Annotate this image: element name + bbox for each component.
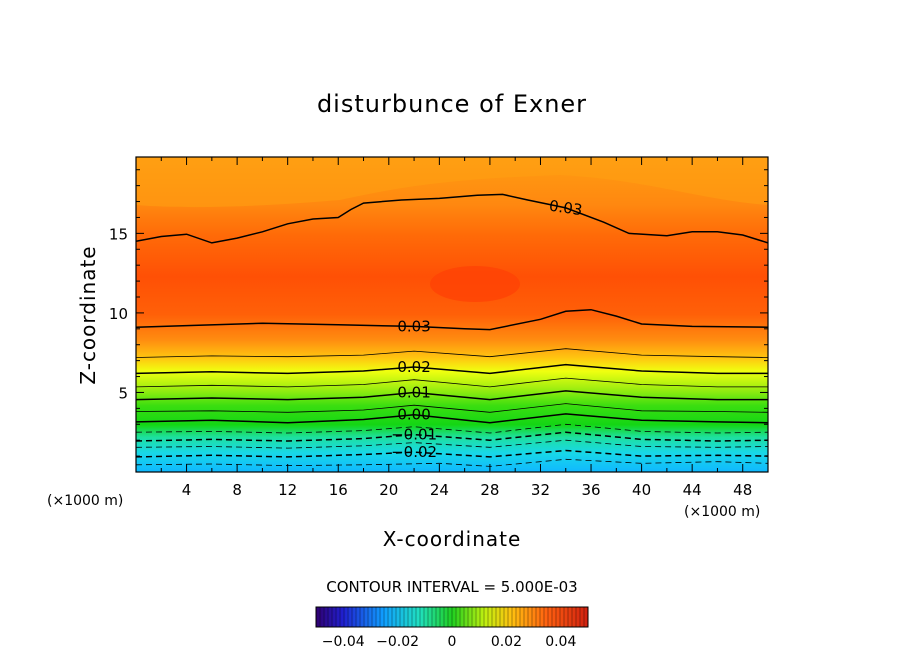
x-tick-label: 36 <box>581 481 600 499</box>
colorbar-ticks: −0.04 −0.02 0 0.02 0.04 <box>322 634 577 650</box>
contour-label: 0.01 <box>397 383 430 401</box>
contour-label: −0.02 <box>391 443 437 461</box>
contour-line <box>136 363 768 375</box>
colorbar-tick-label: 0.04 <box>545 634 576 650</box>
contour-line <box>136 348 768 358</box>
upper-lighter-band <box>136 157 768 208</box>
contour-line <box>136 403 768 413</box>
contour-label: 0.03 <box>397 317 430 335</box>
x-tick-label: 20 <box>379 481 398 499</box>
plot-frame <box>135 156 769 473</box>
max-core-blob <box>430 266 520 302</box>
contour-line <box>136 308 768 331</box>
contour-line <box>136 449 768 458</box>
x-tick-label: 24 <box>430 481 449 499</box>
x-axis-label: X-coordinate <box>383 527 522 551</box>
colorbar-stripes <box>319 607 585 627</box>
x-tick-label: 12 <box>278 481 297 499</box>
x-tick-label: 48 <box>733 481 752 499</box>
contour-line <box>136 439 768 449</box>
y-axis: 5 10 15 <box>109 169 768 457</box>
colorbar-frame <box>315 606 589 628</box>
contour-line <box>136 193 768 244</box>
y-tick-label: 10 <box>109 305 128 323</box>
colorbar-tick-label: 0.02 <box>491 634 522 650</box>
chart-title: disturbunce of Exner <box>317 90 587 118</box>
contour-lines <box>136 193 768 467</box>
x-tick-label: 4 <box>182 481 192 499</box>
colorbar-tick-label: −0.04 <box>322 634 365 650</box>
contour-interval-text: CONTOUR INTERVAL = 5.000E-03 <box>326 578 577 596</box>
contour-line <box>136 431 768 442</box>
x-tick-label: 32 <box>531 481 550 499</box>
x-tick-label: 28 <box>480 481 499 499</box>
contour-label: 0.02 <box>397 358 430 376</box>
contour-line <box>136 458 768 467</box>
contour-line <box>136 377 768 388</box>
contour-line <box>136 390 768 401</box>
contour-label: 0.00 <box>397 406 430 424</box>
x-unit-left: (×1000 m) <box>47 493 123 509</box>
x-tick-label: 44 <box>683 481 702 499</box>
colorbar-tick-label: −0.02 <box>376 634 419 650</box>
y-tick-label: 15 <box>109 225 128 243</box>
y-axis-label: Z-coordinate <box>76 245 100 384</box>
x-unit-right: (×1000 m) <box>684 504 760 520</box>
contour-labels: −0.02−0.01 0.00 0.01 0.02 0.03 0.03 <box>391 197 583 461</box>
x-tick-label: 16 <box>329 481 348 499</box>
contour-label: −0.01 <box>391 426 437 444</box>
x-tick-label: 40 <box>632 481 651 499</box>
contour-line <box>136 413 768 424</box>
colorbar-tick-label: 0 <box>448 634 457 650</box>
contour-field <box>136 157 768 472</box>
y-tick-label: 5 <box>118 384 128 402</box>
field-fill <box>136 157 768 472</box>
x-tick-label: 8 <box>232 481 242 499</box>
contour-line <box>136 423 768 434</box>
contour-label: 0.03 <box>548 197 584 219</box>
colorbar: −0.04 −0.02 0 0.02 0.04 <box>315 606 589 650</box>
x-axis: 4 8 12 16 20 24 28 32 36 40 44 48 <box>160 157 752 499</box>
